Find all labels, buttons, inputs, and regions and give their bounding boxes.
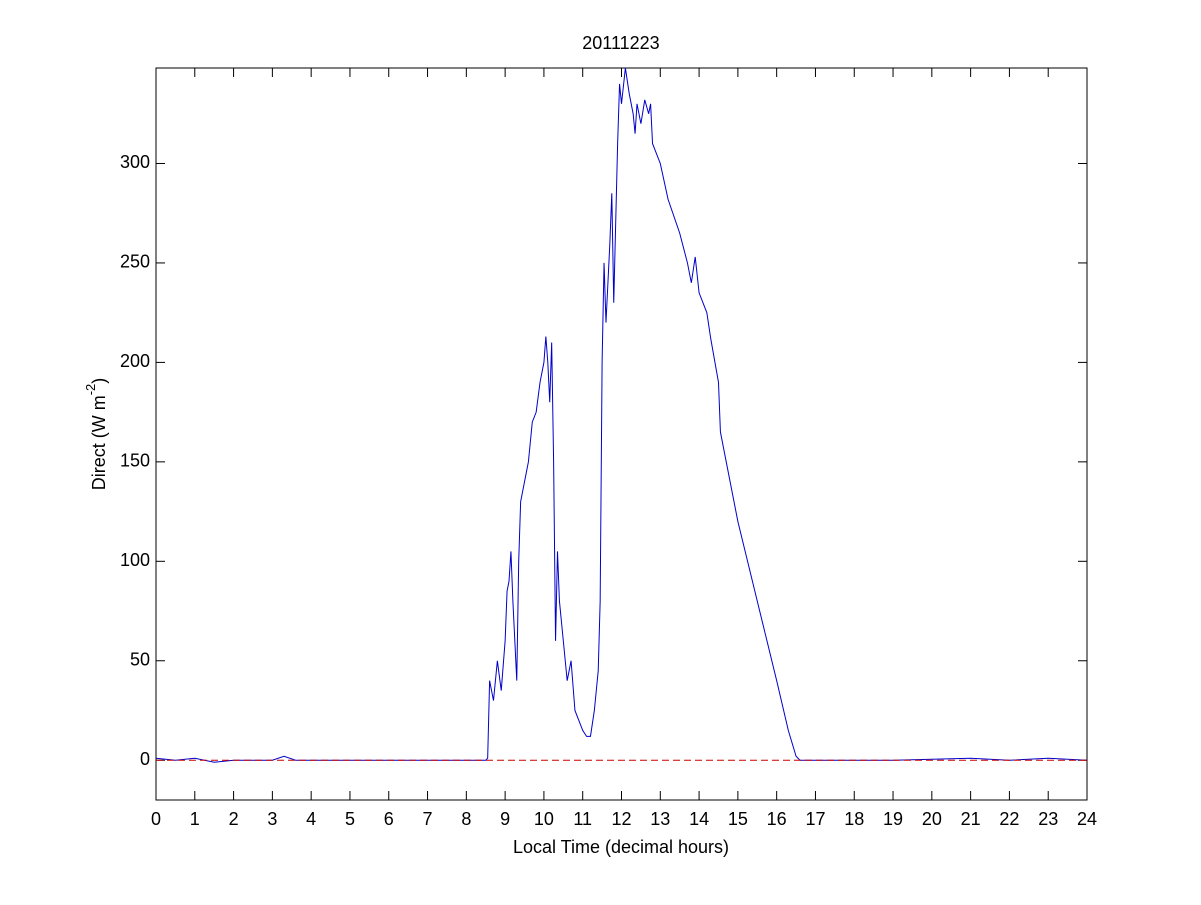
x-tick-label: 15	[728, 809, 748, 829]
y-tick-label: 100	[120, 550, 150, 570]
x-tick-label: 4	[306, 809, 316, 829]
x-tick-label: 18	[844, 809, 864, 829]
x-tick-label: 20	[922, 809, 942, 829]
y-tick-label: 200	[120, 351, 150, 371]
chart-title: 20111223	[582, 33, 659, 53]
x-tick-label: 10	[534, 809, 554, 829]
x-tick-label: 6	[384, 809, 394, 829]
x-tick-label: 11	[573, 809, 592, 829]
x-tick-label: 14	[689, 809, 709, 829]
x-tick-label: 12	[611, 809, 631, 829]
x-tick-label: 19	[883, 809, 903, 829]
x-tick-label: 24	[1077, 809, 1097, 829]
x-tick-label: 16	[767, 809, 787, 829]
x-tick-label: 0	[151, 809, 161, 829]
x-tick-label: 23	[1038, 809, 1058, 829]
x-tick-label: 8	[461, 809, 471, 829]
x-tick-label: 21	[961, 809, 981, 829]
x-tick-label: 9	[500, 809, 510, 829]
y-tick-label: 150	[120, 451, 150, 471]
x-tick-label: 17	[805, 809, 825, 829]
y-label-exponent: -2	[83, 384, 98, 396]
x-tick-label: 2	[229, 809, 239, 829]
data-line	[155, 67, 1088, 763]
x-tick-label: 7	[423, 809, 433, 829]
y-label-end: )	[89, 378, 109, 384]
x-tick-label: 5	[345, 809, 355, 829]
y-tick-label: 300	[120, 152, 150, 172]
x-tick-label: 13	[650, 809, 670, 829]
plot-frame	[155, 67, 1088, 801]
y-tick-label: 50	[130, 650, 150, 670]
y-label-text: Direct (W m	[89, 395, 109, 490]
y-axis-label: Direct (W m-2)	[83, 378, 108, 491]
x-tick-label: 22	[999, 809, 1019, 829]
x-axis-label: Local Time (decimal hours)	[513, 837, 729, 857]
y-tick-label: 0	[140, 749, 150, 769]
y-tick-label: 250	[120, 252, 150, 272]
x-tick-label: 1	[190, 809, 200, 829]
x-tick-label: 3	[267, 809, 277, 829]
